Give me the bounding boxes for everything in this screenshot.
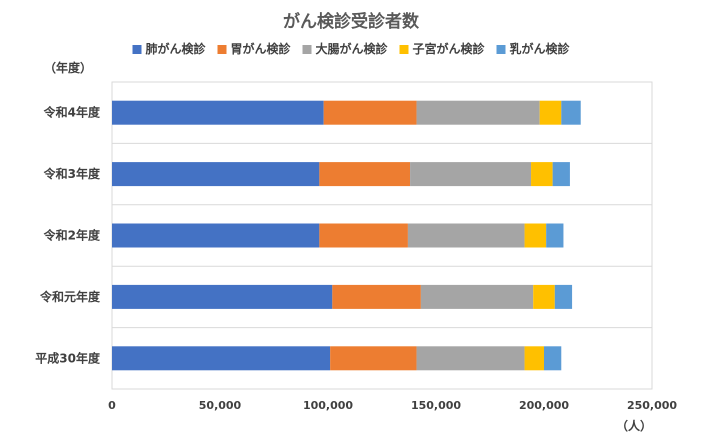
x-axis-title: （人） [616,418,652,433]
bar-segment-1: 令和4年度 肺がん検診: 98000 [112,100,324,125]
x-tick-label: 100,000 [303,399,353,412]
legend-label: 大腸がん検診 [316,41,389,56]
x-tick-label: 200,000 [519,399,569,412]
legend-label: 肺がん検診 [146,41,207,56]
legend-item-5: 乳がん検診 [496,41,571,56]
legend-label: 乳がん検診 [510,41,571,56]
bar-segment-5: 平成30年度 乳がん検診: 8000 [544,346,562,371]
bar-segment-2: 令和3年度 胃がん検診: 42000 [319,162,411,187]
legend-item-3: 大腸がん検診 [302,41,389,56]
bar-segment-4: 令和4年度 子宮がん検診: 10000 [539,100,562,125]
bar-segment-2: 平成30年度 胃がん検診: 40000 [330,346,417,371]
legend-swatch [399,45,409,54]
legend: 肺がん検診 胃がん検診 大腸がん検診 子宮がん検診 乳がん検診 [132,41,571,56]
bar-segment-4: 令和3年度 子宮がん検診: 10000 [531,162,553,187]
x-tick-label: 50,000 [199,399,242,412]
bar-segment-4: 令和元年度 子宮がん検診: 10000 [533,284,555,309]
bar-segment-1: 令和2年度 肺がん検診: 96000 [112,223,320,248]
legend-label: 子宮がん検診 [413,41,486,56]
legend-swatch [132,45,142,54]
y-category-label: 平成30年度 [35,350,101,365]
bar-segment-5: 令和元年度 乳がん検診: 8000 [554,284,573,309]
x-tick-label: 0 [108,399,116,412]
bar-segment-2: 令和2年度 胃がん検診: 41000 [319,223,408,248]
y-axis-title: （年度） [44,60,92,75]
bar-segment-1: 令和3年度 肺がん検診: 96000 [112,162,320,187]
bar-segment-5: 令和2年度 乳がん検診: 8000 [546,223,564,248]
bar-segment-4: 平成30年度 子宮がん検診: 9000 [524,346,544,371]
plot-area: 0 50,000 100,000 150,000 200,000 250,000 令和4年度… [35,81,677,412]
y-category-label: 令和4年度 [43,105,101,120]
chart-title: がん検診受診者数 [283,11,420,32]
legend-item-2: 胃がん検診 [217,41,292,56]
bar-segment-3: 令和元年度 大腸がん検診: 52000 [420,284,534,309]
bar-segment-3: 平成30年度 大腸がん検診: 50000 [416,346,525,371]
bar-segment-4: 令和2年度 子宮がん検診: 10000 [524,223,547,248]
y-category-label: 令和2年度 [43,228,101,243]
bar-segment-5: 令和4年度 乳がん検診: 9000 [561,100,581,125]
y-category-label: 令和3年度 [43,166,101,181]
x-tick-label: 150,000 [411,399,461,412]
legend-swatch [217,45,227,54]
legend-item-1: 肺がん検診 [132,41,207,56]
bar-segment-1: 平成30年度 肺がん検診: 101000 [112,346,331,371]
legend-item-4: 子宮がん検診 [399,41,486,56]
bar-segment-2: 令和4年度 胃がん検診: 43000 [323,100,417,125]
bar-segment-3: 令和2年度 大腸がん検診: 54000 [407,223,525,248]
bar-segment-3: 令和3年度 大腸がん検診: 56000 [410,162,532,187]
bar-segment-5: 令和3年度 乳がん検診: 8000 [552,162,570,187]
bar-segment-1: 令和元年度 肺がん検診: 102000 [112,284,333,309]
bar-segment-2: 令和元年度 胃がん検診: 41000 [332,284,421,309]
legend-label: 胃がん検診 [231,41,292,56]
y-category-label: 令和元年度 [39,289,101,304]
legend-swatch [302,45,312,54]
legend-swatch [496,45,506,54]
bar-segment-3: 令和4年度 大腸がん検診: 57000 [416,100,540,125]
x-tick-label: 250,000 [627,399,677,412]
